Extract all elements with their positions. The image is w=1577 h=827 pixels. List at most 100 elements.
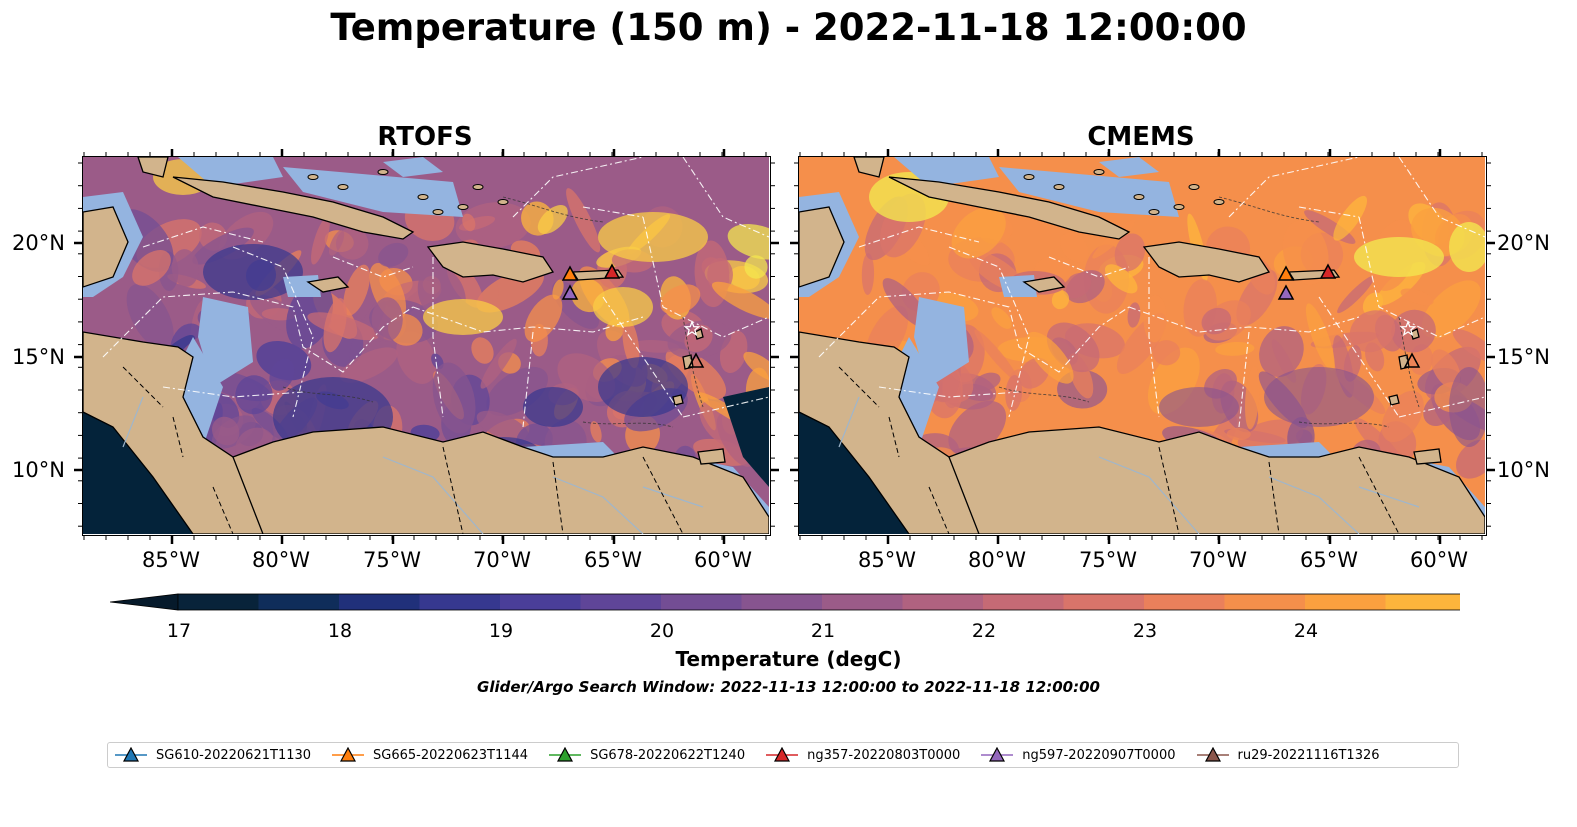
glider-marker bbox=[1277, 265, 1295, 281]
legend-label: ru29-20221116T1326 bbox=[1237, 747, 1380, 763]
eez-boundary bbox=[878, 386, 1020, 398]
eez-boundary bbox=[1298, 206, 1360, 218]
land-mass bbox=[853, 157, 885, 178]
colorbar-tick-label: 18 bbox=[327, 620, 353, 642]
x-tick-label: 60°W bbox=[694, 548, 752, 572]
legend-item: SG610-20220621T1130 bbox=[114, 747, 311, 763]
temperature-patch bbox=[1152, 340, 1181, 366]
legend-label: SG665-20220623T1144 bbox=[373, 747, 529, 763]
eez-boundary bbox=[102, 291, 414, 373]
temperature-patch bbox=[1333, 195, 1368, 241]
temperature-patch bbox=[1305, 303, 1335, 371]
country-border bbox=[1268, 461, 1280, 534]
temperature-patch bbox=[566, 188, 601, 253]
island bbox=[1053, 184, 1065, 190]
eez-boundary bbox=[412, 306, 644, 333]
x-tick-label: 85°W bbox=[142, 548, 200, 572]
temperature-patch bbox=[1431, 349, 1461, 389]
country-border bbox=[552, 461, 564, 534]
land-mass bbox=[697, 448, 726, 465]
island bbox=[1133, 194, 1145, 200]
eez-boundary bbox=[432, 257, 444, 418]
land-mass bbox=[426, 241, 555, 283]
depth-contour bbox=[998, 386, 1090, 403]
glider-marker bbox=[1277, 284, 1295, 300]
depth-contour bbox=[502, 196, 604, 223]
temperature-patch bbox=[486, 366, 548, 417]
argo-float-marker bbox=[683, 320, 701, 337]
temperature-patch bbox=[378, 242, 409, 267]
temperature-patch bbox=[1452, 329, 1485, 363]
temperature-patch bbox=[861, 253, 875, 296]
eez-boundary bbox=[1318, 296, 1400, 418]
river bbox=[552, 476, 644, 534]
land-mass bbox=[672, 394, 684, 406]
continental-shelf bbox=[283, 275, 321, 297]
island bbox=[457, 204, 469, 210]
eez-boundary bbox=[642, 216, 769, 338]
temperature-patch bbox=[432, 362, 476, 434]
country-border bbox=[1358, 456, 1400, 534]
legend-item: ng597-20220907T0000 bbox=[980, 747, 1176, 763]
x-tick-label: 75°W bbox=[363, 548, 421, 572]
temperature-patch bbox=[744, 255, 768, 279]
temperature-patch bbox=[1060, 232, 1089, 263]
page-title: Temperature (150 m) - 2022-11-18 12:00:0… bbox=[330, 6, 1247, 49]
island bbox=[497, 199, 509, 205]
island bbox=[1213, 199, 1225, 205]
eez-boundary bbox=[142, 226, 264, 248]
legend: SG610-20220621T1130 SG665-20220623T1144 … bbox=[107, 742, 1459, 768]
island bbox=[377, 169, 389, 175]
continental-shelf bbox=[283, 167, 463, 217]
land-mass bbox=[137, 157, 169, 178]
land-mass bbox=[694, 328, 704, 340]
panel-title-rtofs: RTOFS bbox=[377, 122, 473, 152]
legend-item: ng357-20220803T0000 bbox=[765, 747, 960, 763]
colorbar-segment bbox=[741, 594, 823, 610]
eez-boundary bbox=[948, 246, 1030, 418]
x-tick-label: 65°W bbox=[584, 548, 642, 572]
warm-eddy bbox=[593, 287, 653, 327]
river bbox=[382, 456, 484, 534]
colorbar-tick-label: 21 bbox=[810, 620, 836, 642]
colorbar-segment bbox=[258, 594, 340, 610]
legend-triangle bbox=[122, 747, 140, 762]
country-border bbox=[172, 416, 184, 458]
panel-title-cmems: CMEMS bbox=[1087, 122, 1195, 152]
colorbar-segment bbox=[822, 594, 904, 610]
cold-eddy bbox=[1264, 367, 1374, 427]
legend-triangle bbox=[774, 747, 791, 762]
temperature-patch bbox=[1127, 302, 1141, 328]
colorbar-segment bbox=[178, 594, 260, 610]
country-border bbox=[838, 366, 880, 408]
eez-boundary bbox=[602, 296, 684, 418]
land-mass bbox=[306, 276, 350, 293]
temperature-patch bbox=[340, 347, 398, 383]
x-tick-label: 70°W bbox=[473, 548, 531, 572]
land-mass bbox=[1410, 328, 1420, 340]
y-tick-label: 15°N bbox=[12, 345, 65, 369]
land-mass bbox=[1388, 394, 1400, 406]
island bbox=[417, 194, 429, 200]
temperature-patch bbox=[552, 279, 564, 300]
temperature-patch bbox=[471, 337, 494, 364]
cold-eddy bbox=[203, 244, 303, 300]
y-tick-label: 10°N bbox=[1497, 458, 1550, 482]
temperature-patch bbox=[269, 358, 295, 391]
x-tick-label: 80°W bbox=[968, 548, 1026, 572]
x-tick-label: 60°W bbox=[1410, 548, 1468, 572]
temperature-patch bbox=[1421, 280, 1481, 339]
temperature-patch bbox=[1005, 375, 1023, 411]
glider-marker bbox=[1319, 263, 1337, 279]
warm-eddy bbox=[1354, 237, 1444, 277]
x-tick-label: 80°W bbox=[252, 548, 310, 572]
glider-marker bbox=[1403, 352, 1421, 368]
search-window-note: Glider/Argo Search Window: 2022-11-13 12… bbox=[477, 678, 1100, 696]
colorbar-segment bbox=[902, 594, 984, 610]
temperature-patch bbox=[622, 318, 640, 369]
colorbar-segment bbox=[983, 594, 1065, 610]
continental-shelf bbox=[1099, 157, 1159, 177]
glider-marker bbox=[603, 263, 621, 279]
colorbar-segment bbox=[1305, 594, 1387, 610]
